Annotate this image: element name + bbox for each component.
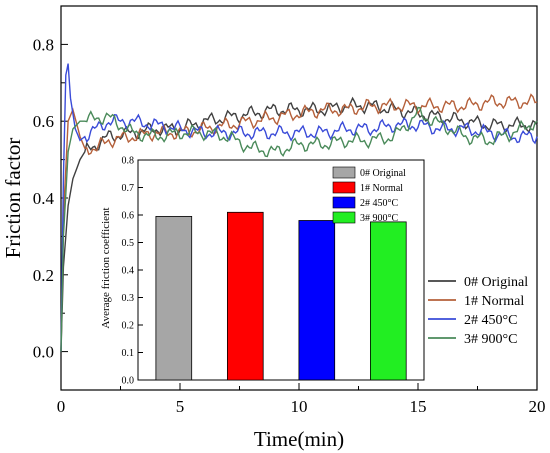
inset-bar-1: [226, 211, 264, 381]
inset-legend-label: 0# Original: [360, 168, 406, 179]
main-y-tick-label: 0.8: [33, 35, 54, 54]
inset-y-tick-label: 0.7: [122, 183, 135, 194]
inset-legend-swatch: [332, 166, 356, 179]
main-x-tick-label: 5: [176, 397, 185, 416]
series-line-2: [60, 63, 538, 352]
main-x-axis-label: Time(min): [254, 427, 344, 451]
main-legend: 0# Original 1# Normal 2# 450°C 3# 900°C: [428, 275, 528, 347]
main-x-tick-label: 10: [291, 397, 308, 416]
main-series-lines: [60, 63, 538, 352]
series-line-1: [60, 93, 538, 352]
inset-legend-swatch: [332, 181, 356, 194]
main-y-tick-label: 0.0: [33, 343, 54, 362]
inset-legend-label: 2# 450°C: [360, 198, 398, 209]
main-legend-label: 1# Normal: [464, 294, 524, 309]
main-legend-label: 0# Original: [464, 275, 528, 290]
main-y-tick-label: 0.4: [33, 189, 55, 208]
inset-legend-swatch: [332, 196, 356, 209]
series-line-3: [60, 106, 538, 352]
inset-y-tick-label: 0.0: [122, 376, 135, 387]
inset-legend-label: 3# 900°C: [360, 213, 398, 224]
inset-y-tick-label: 0.1: [122, 348, 135, 359]
inset-y-tick-label: 0.2: [122, 321, 135, 332]
series-line-0: [60, 96, 538, 352]
inset-y-axis-label: Average friction coefficient: [100, 207, 112, 328]
main-axis-ticks: 0 5 10 15 20 0.0 0.2 0.4 0.6 0.8: [33, 5, 546, 416]
inset-legend-swatch: [332, 211, 356, 224]
inset-y-tick-label: 0.6: [122, 211, 135, 222]
inset-legend: 0# Original 1# Normal 2# 450°C 3# 900°C: [332, 166, 406, 224]
inset-bars: [155, 211, 407, 381]
inset-y-tick-label: 0.5: [122, 238, 135, 249]
inset-y-tick-label: 0.8: [122, 156, 135, 167]
main-x-tick-label: 20: [529, 397, 546, 416]
main-y-tick-label: 0.6: [33, 112, 54, 131]
main-legend-label: 3# 900°C: [464, 332, 517, 347]
inset-y-tick-label: 0.3: [122, 293, 135, 304]
main-y-axis-label: Friction factor: [1, 138, 25, 259]
inset-axis-ticks: 0.0 0.1 0.2 0.3 0.4 0.5 0.6 0.7 0.8: [122, 156, 143, 387]
main-x-tick-label: 0: [57, 397, 66, 416]
inset-bar-2: [298, 220, 336, 381]
inset-y-tick-label: 0.4: [122, 266, 135, 277]
inset-bar-3: [369, 221, 407, 381]
main-x-tick-label: 15: [410, 397, 427, 416]
inset-bar-0: [155, 215, 193, 381]
main-legend-label: 2# 450°C: [464, 313, 517, 328]
inset-legend-label: 1# Normal: [360, 183, 403, 194]
main-y-tick-label: 0.2: [33, 266, 54, 285]
